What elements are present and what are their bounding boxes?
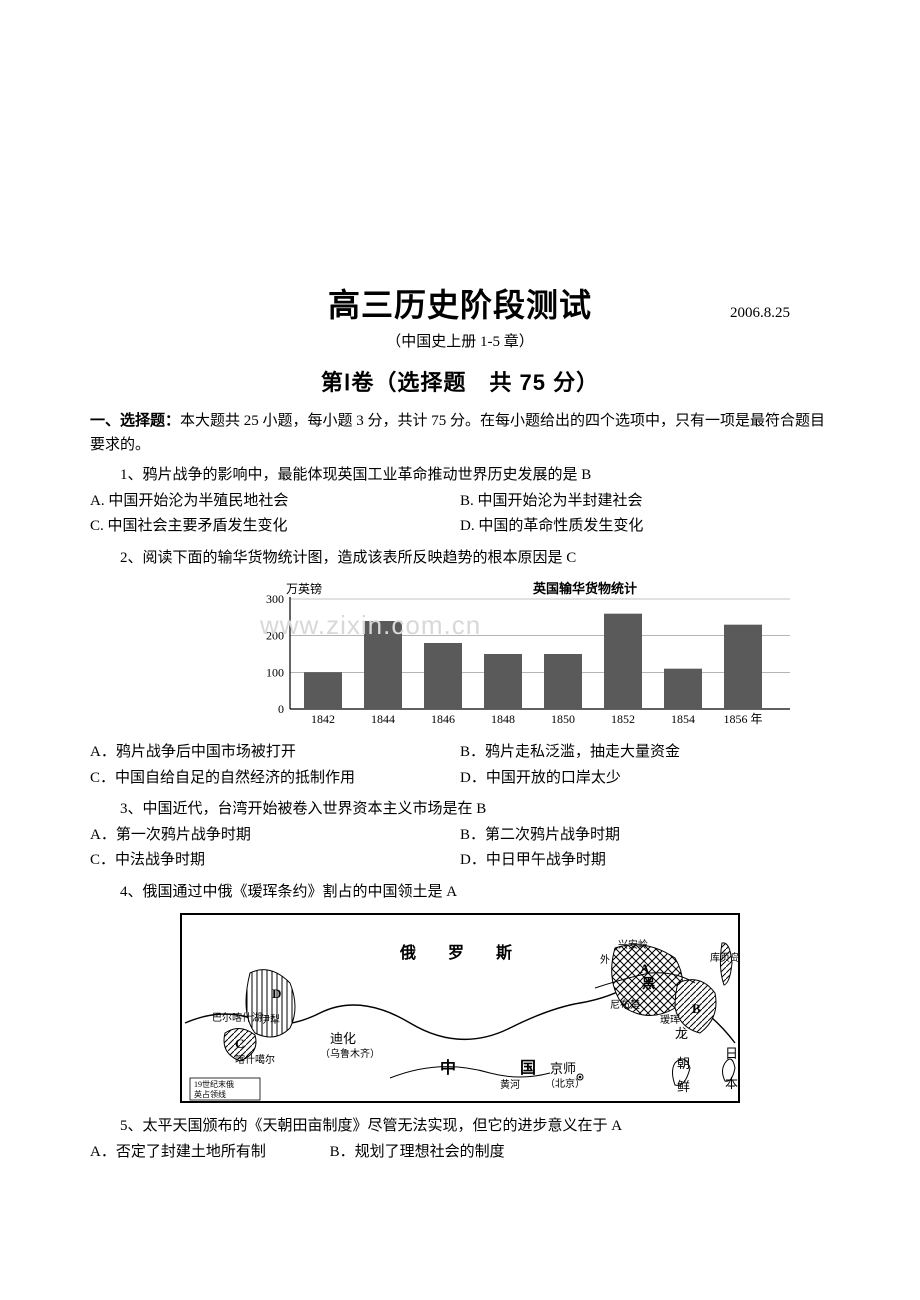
svg-text:尼布楚: 尼布楚 xyxy=(610,998,640,1011)
svg-text:英占领线: 英占领线 xyxy=(194,1089,226,1099)
q1-opt-a: A. 中国开始沦为半殖民地社会 xyxy=(90,489,460,515)
svg-text:100: 100 xyxy=(266,665,284,679)
svg-text:库页岛: 库页岛 xyxy=(710,951,740,964)
svg-text:1844: 1844 xyxy=(371,712,395,726)
svg-text:喀什噶尔: 喀什噶尔 xyxy=(235,1053,275,1066)
svg-text:迪化: 迪化 xyxy=(330,1031,356,1046)
q4-stem: 4、俄国通过中俄《瑷珲条约》割占的中国领土是 A xyxy=(90,880,830,906)
svg-text:英国输华货物统计: 英国输华货物统计 xyxy=(532,581,637,596)
subtitle: （中国史上册 1-5 章） xyxy=(90,330,830,351)
svg-text:C: C xyxy=(235,1036,244,1051)
q2-opt-a: A．鸦片战争后中国市场被打开 xyxy=(90,740,460,766)
svg-text:1846: 1846 xyxy=(431,712,455,726)
svg-text:巴尔喀什湖: 巴尔喀什湖 xyxy=(212,1011,262,1024)
svg-text:日: 日 xyxy=(725,1046,738,1061)
bar-chart: 0 100 200 300万英镑 英国输华货物统计 1842 1844 1846 1848 185… xyxy=(240,579,800,729)
map-wrap: 俄 罗 斯中 国迪化（乌鲁木齐）伊犁喀什噶尔巴尔喀什湖京师（北京）黄河尼布楚瑷珲… xyxy=(180,913,740,1108)
svg-text:1854: 1854 xyxy=(671,712,695,726)
svg-text:俄 罗 斯: 俄 罗 斯 xyxy=(399,943,512,962)
q3-options: A．第一次鸦片战争时期 B．第二次鸦片战争时期 C．中法战争时期 D．中日甲午战… xyxy=(90,823,830,874)
q3-stem: 3、中国近代，台湾开始被卷入世界资本主义市场是在 B xyxy=(90,797,830,823)
svg-text:本: 本 xyxy=(725,1076,738,1091)
svg-text:1856 年: 1856 年 xyxy=(723,712,762,726)
svg-text:（乌鲁木齐）: （乌鲁木齐） xyxy=(320,1047,380,1060)
page: 高三历史阶段测试 2006.8.25 （中国史上册 1-5 章） 第Ⅰ卷（选择题… xyxy=(0,0,920,1300)
svg-text:瑷珲: 瑷珲 xyxy=(660,1013,680,1026)
page-title: 高三历史阶段测试 xyxy=(328,280,592,326)
q5-options: A．否定了封建土地所有制 B．规划了理想社会的制度 xyxy=(90,1140,830,1166)
svg-text:黑: 黑 xyxy=(642,976,655,991)
svg-text:黄河: 黄河 xyxy=(500,1078,520,1091)
q1-opt-b: B. 中国开始沦为半封建社会 xyxy=(460,489,830,515)
svg-text:1842: 1842 xyxy=(311,712,335,726)
bar-chart-wrap: 0 100 200 300万英镑 英国输华货物统计 1842 1844 1846 1848 185… xyxy=(240,579,830,734)
svg-text:1848: 1848 xyxy=(491,712,515,726)
section-desc-text: 本大题共 25 小题，每小题 3 分，共计 75 分。在每小题给出的四个选项中，… xyxy=(90,413,825,453)
svg-text:19世纪末俄: 19世纪末俄 xyxy=(194,1079,234,1089)
date-label: 2006.8.25 xyxy=(730,305,790,322)
svg-text:中 国: 中 国 xyxy=(440,1058,536,1077)
q2-opt-d: D．中国开放的口岸太少 xyxy=(460,766,830,792)
q5-opt-a: A．否定了封建土地所有制 xyxy=(90,1140,266,1166)
q5-opt-b: B．规划了理想社会的制度 xyxy=(330,1140,505,1166)
q2-stem: 2、阅读下面的输华货物统计图，造成该表所反映趋势的根本原因是 C xyxy=(90,546,830,572)
q2-opt-b: B．鸦片走私泛滥，抽走大量资金 xyxy=(460,740,830,766)
svg-text:京师: 京师 xyxy=(550,1061,576,1076)
svg-text:伊犁: 伊犁 xyxy=(260,1013,280,1026)
q1-opt-d: D. 中国的革命性质发生变化 xyxy=(460,514,830,540)
svg-text:D: D xyxy=(272,986,281,1001)
svg-text:B: B xyxy=(692,1001,701,1016)
q1-opt-c: C. 中国社会主要矛盾发生变化 xyxy=(90,514,460,540)
section-description: 一、选择题：本大题共 25 小题，每小题 3 分，共计 75 分。在每小题给出的… xyxy=(90,409,830,457)
svg-text:万英镑: 万英镑 xyxy=(286,581,322,596)
q3-opt-a: A．第一次鸦片战争时期 xyxy=(90,823,460,849)
svg-text:200: 200 xyxy=(266,629,284,643)
svg-text:0: 0 xyxy=(278,702,284,716)
q3-opt-d: D．中日甲午战争时期 xyxy=(460,848,830,874)
q3-opt-c: C．中法战争时期 xyxy=(90,848,460,874)
svg-text:鲜: 鲜 xyxy=(677,1079,690,1094)
svg-text:朝: 朝 xyxy=(677,1056,690,1071)
question-4: 4、俄国通过中俄《瑷珲条约》割占的中国领土是 A xyxy=(90,880,830,906)
svg-text:A: A xyxy=(640,961,650,976)
question-2: 2、阅读下面的输华货物统计图，造成该表所反映趋势的根本原因是 C xyxy=(90,546,830,572)
svg-text:1852: 1852 xyxy=(611,712,635,726)
question-2-options: A．鸦片战争后中国市场被打开 B．鸦片走私泛滥，抽走大量资金 C．中国自给自足的… xyxy=(90,740,830,791)
q1-stem: 1、鸦片战争的影响中，最能体现英国工业革命推动世界历史发展的是 B xyxy=(90,463,830,489)
q5-stem: 5、太平天国颁布的《天朝田亩制度》尽管无法实现，但它的进步意义在于 A xyxy=(90,1114,830,1140)
svg-text:1850: 1850 xyxy=(551,712,575,726)
svg-text:兴安岭: 兴安岭 xyxy=(618,938,648,951)
question-1: 1、鸦片战争的影响中，最能体现英国工业革命推动世界历史发展的是 B A. 中国开… xyxy=(90,463,830,540)
title-row: 高三历史阶段测试 2006.8.25 xyxy=(90,280,830,326)
svg-text:外: 外 xyxy=(600,954,610,966)
map-figure: 俄 罗 斯中 国迪化（乌鲁木齐）伊犁喀什噶尔巴尔喀什湖京师（北京）黄河尼布楚瑷珲… xyxy=(180,913,740,1103)
question-3: 3、中国近代，台湾开始被卷入世界资本主义市场是在 B A．第一次鸦片战争时期 B… xyxy=(90,797,830,874)
q3-opt-b: B．第二次鸦片战争时期 xyxy=(460,823,830,849)
svg-text:龙: 龙 xyxy=(675,1026,688,1041)
section-label: 一、选择题： xyxy=(90,413,180,429)
q1-options: A. 中国开始沦为半殖民地社会 B. 中国开始沦为半封建社会 C. 中国社会主要… xyxy=(90,489,830,540)
svg-text:300: 300 xyxy=(266,592,284,606)
question-5: 5、太平天国颁布的《天朝田亩制度》尽管无法实现，但它的进步意义在于 A A．否定… xyxy=(90,1114,830,1165)
part-title: 第Ⅰ卷（选择题 共 75 分） xyxy=(90,365,830,397)
q2-opt-c: C．中国自给自足的自然经济的抵制作用 xyxy=(90,766,460,792)
